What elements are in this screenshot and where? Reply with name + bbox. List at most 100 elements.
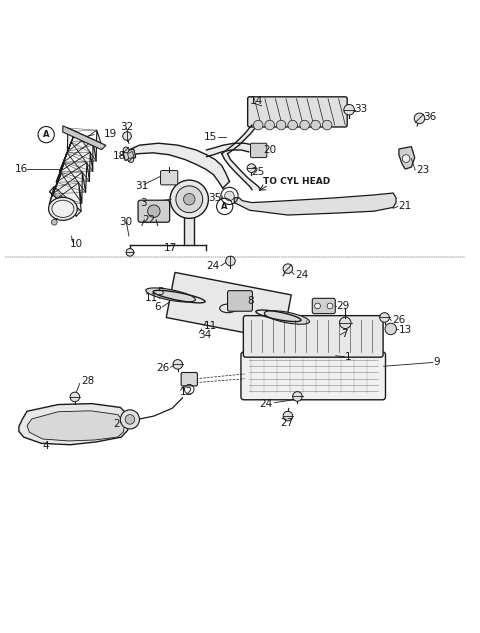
Polygon shape bbox=[129, 143, 229, 188]
Circle shape bbox=[339, 317, 351, 329]
Polygon shape bbox=[63, 126, 106, 149]
Text: 17: 17 bbox=[163, 243, 177, 253]
Circle shape bbox=[170, 180, 208, 218]
Text: 27: 27 bbox=[280, 418, 294, 428]
Text: TO CYL HEAD: TO CYL HEAD bbox=[263, 177, 330, 186]
Circle shape bbox=[402, 154, 410, 163]
Text: 24: 24 bbox=[207, 261, 220, 271]
Circle shape bbox=[128, 156, 134, 163]
Circle shape bbox=[327, 303, 333, 309]
FancyBboxPatch shape bbox=[251, 143, 267, 158]
Polygon shape bbox=[234, 193, 396, 215]
FancyBboxPatch shape bbox=[243, 316, 383, 357]
Circle shape bbox=[173, 360, 182, 369]
Text: 31: 31 bbox=[135, 181, 148, 191]
FancyBboxPatch shape bbox=[312, 298, 335, 313]
Text: 36: 36 bbox=[423, 113, 436, 122]
Circle shape bbox=[315, 303, 321, 309]
Text: 24: 24 bbox=[295, 270, 308, 280]
Text: 20: 20 bbox=[263, 145, 276, 155]
Text: 25: 25 bbox=[252, 167, 265, 177]
Polygon shape bbox=[49, 128, 101, 216]
Polygon shape bbox=[399, 147, 415, 169]
Text: 19: 19 bbox=[104, 128, 117, 139]
Circle shape bbox=[288, 120, 298, 130]
Polygon shape bbox=[222, 125, 258, 154]
FancyBboxPatch shape bbox=[241, 352, 385, 400]
Text: 26: 26 bbox=[156, 363, 169, 373]
Polygon shape bbox=[128, 151, 134, 159]
Polygon shape bbox=[206, 143, 253, 156]
Text: 14: 14 bbox=[250, 96, 263, 106]
Circle shape bbox=[323, 120, 332, 130]
Polygon shape bbox=[19, 404, 129, 445]
Circle shape bbox=[125, 415, 135, 424]
Circle shape bbox=[123, 147, 129, 153]
Text: 23: 23 bbox=[416, 165, 430, 175]
Text: 15: 15 bbox=[204, 132, 217, 142]
FancyBboxPatch shape bbox=[248, 97, 347, 127]
Text: 5: 5 bbox=[157, 287, 163, 297]
Text: 33: 33 bbox=[354, 104, 367, 114]
Text: 30: 30 bbox=[120, 216, 132, 227]
Circle shape bbox=[148, 205, 160, 217]
FancyBboxPatch shape bbox=[181, 372, 197, 386]
FancyBboxPatch shape bbox=[228, 291, 252, 311]
Circle shape bbox=[293, 392, 302, 401]
Text: A: A bbox=[43, 130, 49, 139]
Circle shape bbox=[380, 313, 389, 322]
Circle shape bbox=[120, 410, 140, 429]
FancyBboxPatch shape bbox=[160, 170, 178, 185]
Polygon shape bbox=[166, 272, 291, 340]
Text: 29: 29 bbox=[336, 301, 350, 311]
Circle shape bbox=[344, 104, 354, 115]
Polygon shape bbox=[123, 149, 136, 161]
Ellipse shape bbox=[48, 197, 77, 220]
Text: 26: 26 bbox=[392, 315, 406, 325]
Circle shape bbox=[300, 120, 310, 130]
Text: 11: 11 bbox=[204, 321, 217, 331]
Circle shape bbox=[126, 249, 134, 256]
Circle shape bbox=[51, 220, 57, 225]
Circle shape bbox=[385, 323, 396, 335]
Text: 4: 4 bbox=[43, 441, 49, 451]
Ellipse shape bbox=[146, 288, 195, 302]
Circle shape bbox=[70, 392, 80, 402]
Circle shape bbox=[123, 132, 132, 141]
Text: 35: 35 bbox=[209, 193, 222, 203]
Circle shape bbox=[276, 120, 286, 130]
Text: 2: 2 bbox=[113, 418, 120, 429]
Ellipse shape bbox=[264, 311, 310, 324]
Text: 13: 13 bbox=[399, 325, 412, 335]
Circle shape bbox=[283, 411, 293, 421]
Text: 16: 16 bbox=[15, 164, 28, 174]
Circle shape bbox=[176, 186, 203, 213]
Text: 21: 21 bbox=[398, 201, 411, 211]
Text: 8: 8 bbox=[248, 296, 254, 306]
Text: 28: 28 bbox=[81, 376, 95, 386]
Circle shape bbox=[311, 120, 321, 130]
FancyBboxPatch shape bbox=[138, 200, 169, 222]
Circle shape bbox=[265, 120, 275, 130]
Text: 32: 32 bbox=[120, 122, 133, 132]
Text: 11: 11 bbox=[144, 293, 157, 303]
Polygon shape bbox=[184, 218, 194, 245]
Text: A: A bbox=[221, 202, 228, 211]
Circle shape bbox=[283, 264, 293, 273]
Text: 22: 22 bbox=[142, 215, 155, 225]
Text: 3: 3 bbox=[141, 198, 147, 208]
Text: 1: 1 bbox=[345, 352, 352, 361]
Text: 9: 9 bbox=[434, 358, 441, 367]
Text: 7: 7 bbox=[341, 329, 348, 339]
Text: 12: 12 bbox=[180, 387, 193, 397]
Circle shape bbox=[414, 113, 425, 123]
Circle shape bbox=[183, 194, 195, 205]
Text: 18: 18 bbox=[113, 151, 126, 161]
Circle shape bbox=[225, 191, 234, 201]
Text: 24: 24 bbox=[259, 399, 273, 409]
Circle shape bbox=[247, 164, 256, 172]
Text: 6: 6 bbox=[155, 302, 161, 312]
Circle shape bbox=[253, 120, 263, 130]
Polygon shape bbox=[222, 154, 261, 190]
Text: 10: 10 bbox=[70, 239, 83, 249]
